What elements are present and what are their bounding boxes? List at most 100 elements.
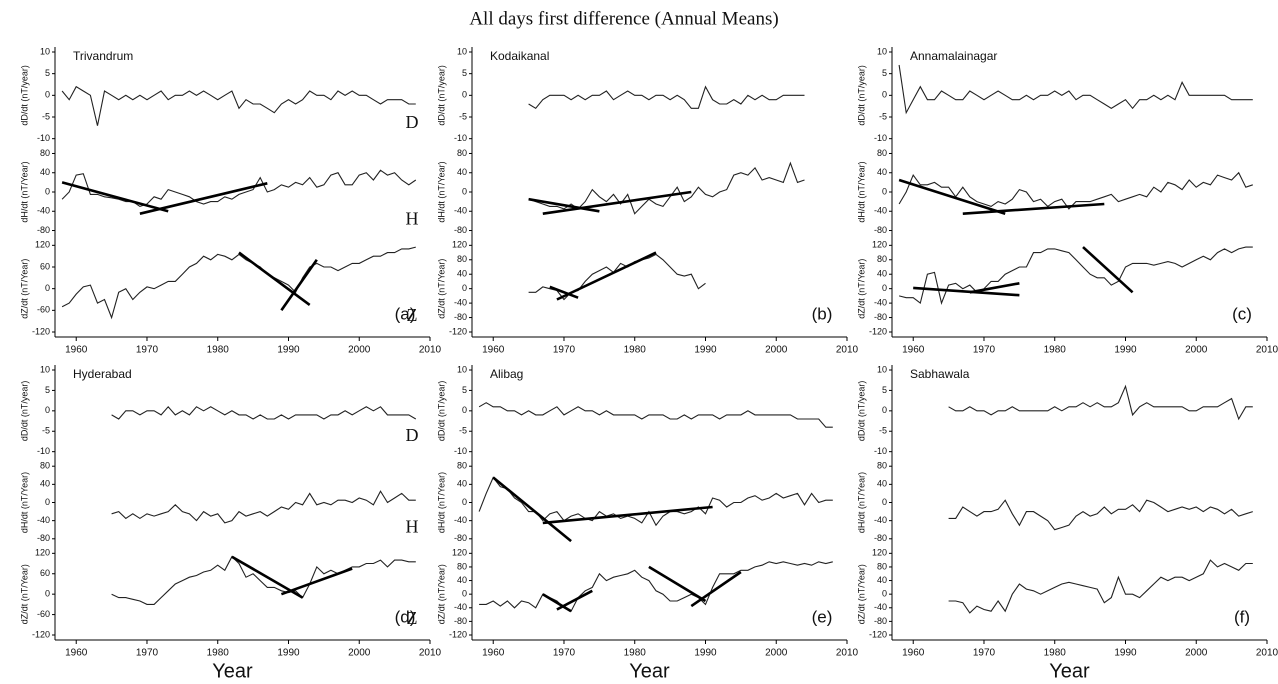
x-tick-label: 1960 [902,648,925,659]
y-tick-label: 0 [882,589,887,599]
x-tick-label: 2010 [419,345,442,356]
trend-line [549,285,579,299]
y-tick-label: -5 [42,426,50,436]
y-tick-label: -5 [459,426,467,436]
x-tick-label: 2010 [419,648,442,659]
series-line [61,246,416,320]
x-tick-label: 1960 [482,648,505,659]
y-axis-label: dD/dt (nT/year) [19,381,29,442]
y-tick-label: -10 [874,446,887,456]
x-tick-label: 1970 [553,345,576,356]
trend-line [898,178,1006,215]
y-tick-label: 120 [35,548,50,558]
y-tick-label: -10 [454,133,467,143]
x-tick-label: 2000 [1185,345,1208,356]
trend-line [690,570,742,608]
component-label: Z [407,305,418,325]
y-tick-label: 0 [45,497,50,507]
y-tick-label: -80 [874,312,887,322]
y-tick-label: 0 [45,186,50,196]
x-tick-label: 2010 [836,345,859,356]
x-tick-label: 2000 [348,648,371,659]
y-tick-label: 5 [462,68,467,78]
y-tick-label: 40 [877,167,887,177]
y-axis-label: dZ/dt (nT/Year) [19,564,29,624]
y-tick-label: 0 [462,186,467,196]
x-tick-label: 1970 [973,345,996,356]
y-tick-label: 120 [452,548,467,558]
station-name: Alibag [490,367,523,381]
x-tick-label: 1990 [1114,345,1137,356]
y-axis-label: dD/dt (nT/year) [19,65,29,126]
y-axis-label: dH/dt (nT/Year) [856,472,866,533]
station-name: Sabhawala [910,367,970,381]
y-axis-label: dH/dt (nT/Year) [436,161,446,222]
x-tick-label: 1970 [553,648,576,659]
y-tick-label: -5 [879,111,887,121]
y-tick-label: 80 [877,254,887,264]
y-tick-label: 120 [872,240,887,250]
component-label: D [406,425,419,445]
y-tick-label: -10 [37,133,50,143]
y-tick-label: -5 [459,111,467,121]
y-tick-label: -120 [449,629,467,639]
y-tick-label: 0 [45,90,50,100]
y-tick-label: 0 [882,497,887,507]
x-tick-label: 1980 [207,345,230,356]
x-tick-label: 1970 [136,345,159,356]
trend-line [1082,246,1134,294]
y-tick-label: 10 [457,46,467,56]
y-axis-label: dZ/dt (nT/Year) [436,564,446,624]
y-tick-label: 40 [457,575,467,585]
y-axis-label: dD/dt (nT/year) [436,381,446,442]
y-tick-label: 60 [40,568,50,578]
component-label: Z [407,608,418,628]
x-tick-label: 1990 [277,345,300,356]
y-tick-label: 5 [45,68,50,78]
y-tick-label: -40 [37,206,50,216]
y-tick-label: -120 [449,326,467,336]
y-tick-label: -60 [37,305,50,315]
y-tick-label: -120 [32,629,50,639]
trend-line [280,567,353,596]
y-axis-label: dZ/dt (nT/Year) [19,259,29,319]
trend-line [238,251,311,306]
y-tick-label: 0 [45,283,50,293]
y-axis-label: dD/dt (nT/year) [856,381,866,442]
y-tick-label: 0 [462,90,467,100]
panel-label: (c) [1232,304,1252,323]
x-tick-label: 1960 [65,648,88,659]
trend-line [962,202,1105,215]
x-tick-label: 1990 [694,345,717,356]
y-tick-label: -80 [37,225,50,235]
y-tick-label: 120 [35,240,50,250]
y-tick-label: 40 [457,167,467,177]
y-tick-label: 0 [882,90,887,100]
y-tick-label: 0 [462,405,467,415]
y-tick-label: -80 [874,225,887,235]
trend-line [648,565,707,603]
y-tick-label: -5 [879,426,887,436]
y-tick-label: -80 [37,533,50,543]
station-name: Annamalainagar [910,49,997,63]
trend-line [528,197,600,213]
station-name: Trivandrum [73,49,133,63]
y-tick-label: 10 [40,364,50,374]
trend-line [913,286,1020,297]
trend-line [969,282,1020,294]
y-tick-label: -40 [454,297,467,307]
y-tick-label: 0 [882,283,887,293]
series-line [528,85,805,110]
x-tick-label: 1970 [136,648,159,659]
y-tick-label: 80 [457,254,467,264]
x-tick-label: 1980 [624,345,647,356]
x-tick-label: 2000 [765,648,788,659]
series-line [479,561,833,612]
y-tick-label: -40 [454,206,467,216]
series-line [948,499,1253,531]
y-tick-label: -40 [874,515,887,525]
y-tick-label: -10 [454,446,467,456]
series-line [528,253,706,301]
